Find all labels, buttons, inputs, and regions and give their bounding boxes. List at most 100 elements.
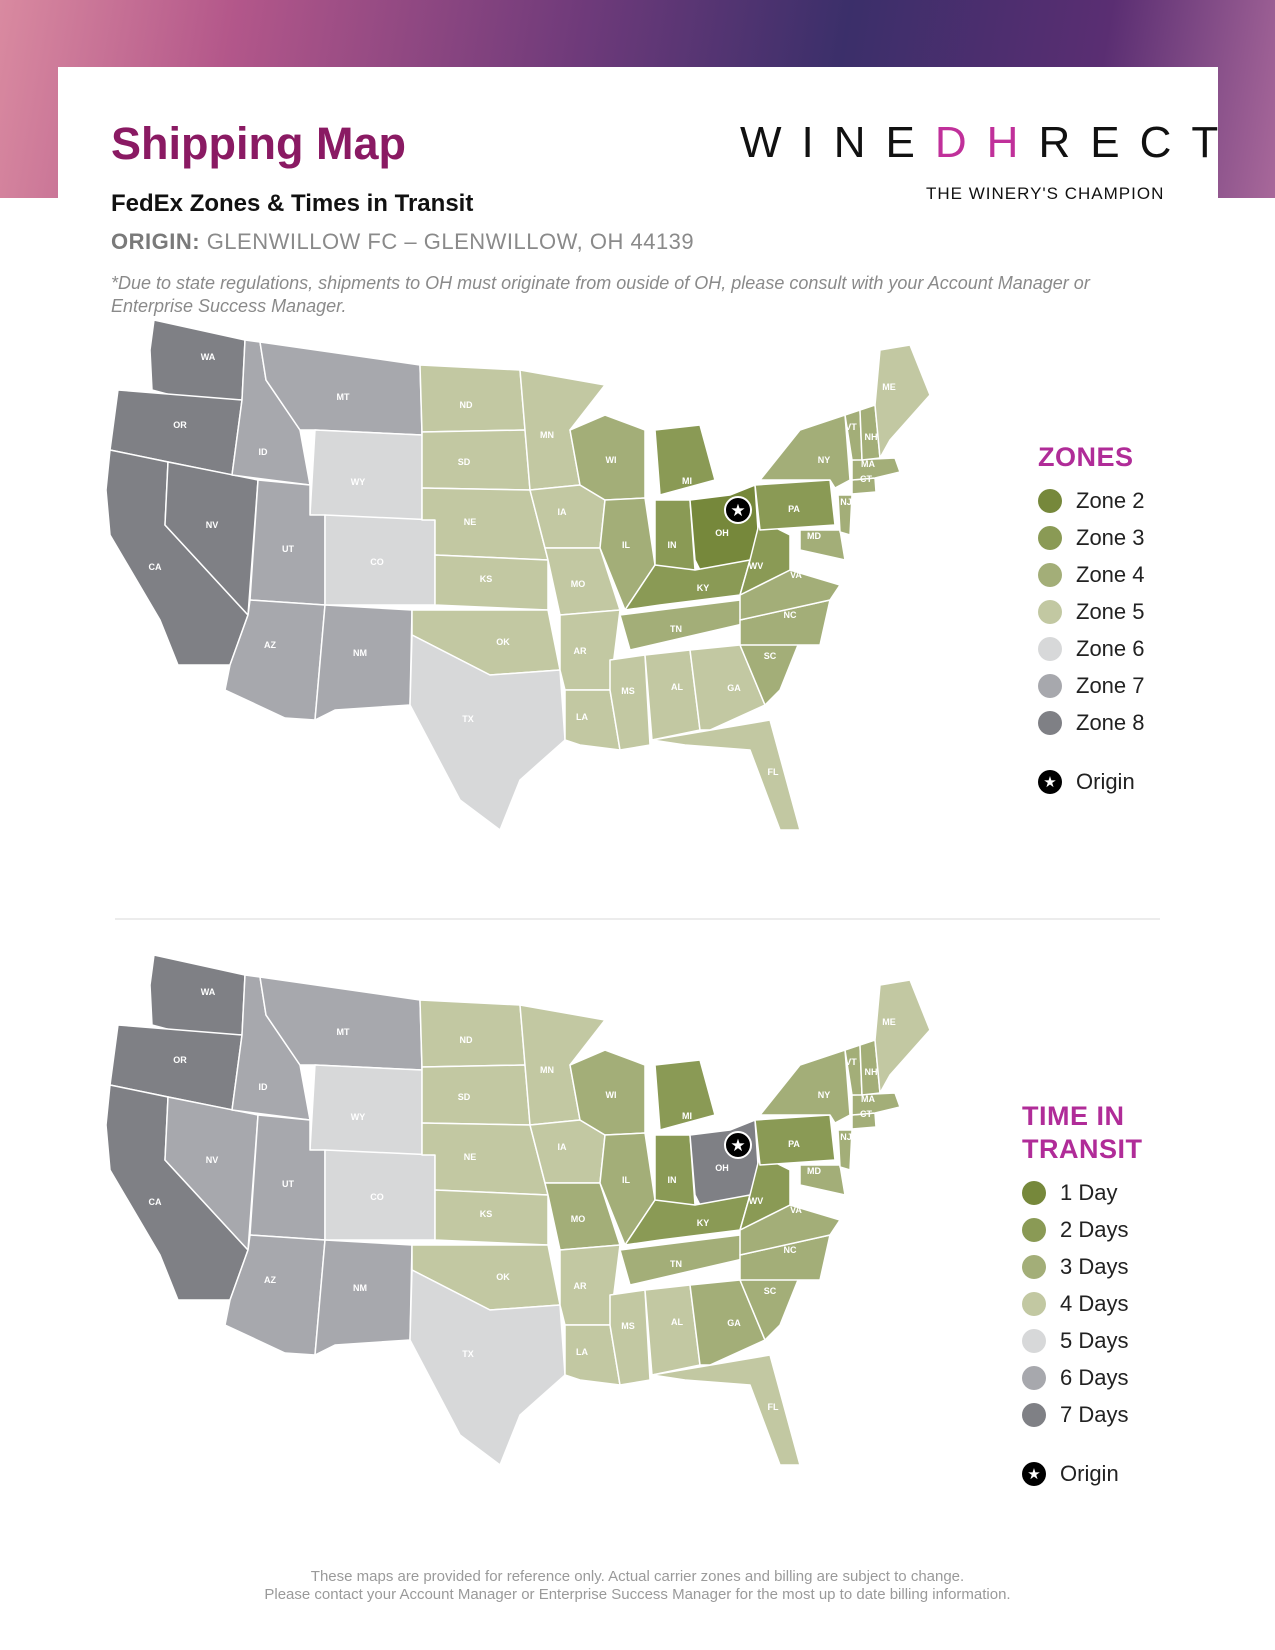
- logo-word-left: WINE: [740, 118, 935, 167]
- zones-state-label: NV: [206, 520, 219, 530]
- transit-state-label: ND: [460, 1035, 473, 1045]
- transit-legend-origin: ★ Origin: [1022, 1455, 1182, 1492]
- zones-state-label: MN: [540, 430, 554, 440]
- transit-state-label: VT: [845, 1057, 857, 1067]
- transit-map: WA OR CA NV ID MT WY UT AZ CO NM ND SD NE KS OK TX MN IA MO…: [105, 955, 931, 1466]
- star-icon: ★: [1038, 769, 1062, 794]
- transit-legend-item: 2 Days: [1022, 1211, 1182, 1248]
- zones-state-mi: [654, 424, 716, 496]
- transit-state-label: AL: [671, 1317, 683, 1327]
- zones-state-nd: [419, 364, 526, 433]
- zones-state-label: OR: [173, 420, 187, 430]
- transit-state-label: ID: [259, 1082, 269, 1092]
- logo-mark: DH: [934, 118, 1039, 167]
- transit-state-wy: [309, 1064, 423, 1156]
- zones-state-label: ND: [460, 400, 473, 410]
- legend-swatch: [1038, 488, 1062, 513]
- transit-state-mi: [654, 1059, 716, 1131]
- zones-state-ny: [759, 414, 851, 489]
- transit-state-label: MN: [540, 1065, 554, 1075]
- transit-state-label: WA: [201, 987, 216, 997]
- legend-label: Zone 7: [1076, 672, 1145, 698]
- transit-state-label: KY: [697, 1218, 710, 1228]
- section-divider: [115, 918, 1160, 920]
- legend-label: Zone 3: [1076, 524, 1145, 550]
- transit-state-label: NE: [464, 1152, 477, 1162]
- winedirect-logo: WINEDHRECT: [740, 118, 1238, 168]
- zones-state-label: UT: [282, 544, 294, 554]
- transit-state-label: AZ: [264, 1275, 276, 1285]
- transit-state-label: WY: [351, 1112, 366, 1122]
- zones-state-label: KS: [480, 574, 493, 584]
- legend-label: 5 Days: [1060, 1327, 1129, 1353]
- zones-state-label: AZ: [264, 640, 276, 650]
- zones-legend-item: Zone 6: [1038, 630, 1145, 667]
- transit-state-label: WI: [606, 1090, 617, 1100]
- transit-state-label: CO: [370, 1192, 384, 1202]
- legend-swatch: [1038, 673, 1062, 698]
- legend-label: 1 Day: [1060, 1179, 1118, 1205]
- zones-state-label: MT: [337, 392, 350, 402]
- zones-state-nj: [837, 494, 853, 536]
- transit-legend-item: 1 Day: [1022, 1174, 1182, 1211]
- transit-state-label: UT: [282, 1179, 294, 1189]
- zones-state-label: VA: [790, 570, 802, 580]
- transit-state-label: NV: [206, 1155, 219, 1165]
- zones-state-label: MI: [682, 476, 692, 486]
- zones-state-label: NJ: [840, 497, 852, 507]
- zones-state-label: WY: [351, 477, 366, 487]
- legend-swatch: [1022, 1254, 1046, 1279]
- origin-label: ORIGIN:: [111, 229, 201, 254]
- zones-state-label: IA: [558, 507, 568, 517]
- zones-state-ms: [609, 654, 651, 751]
- transit-legend-item: 4 Days: [1022, 1285, 1182, 1322]
- legend-swatch: [1022, 1217, 1046, 1242]
- legend-label: Zone 5: [1076, 598, 1145, 624]
- legend-swatch: [1038, 710, 1062, 735]
- transit-legend-item: 7 Days: [1022, 1396, 1182, 1433]
- transit-state-label: TX: [462, 1349, 474, 1359]
- zones-state-md: [799, 529, 846, 561]
- zones-legend-item: Zone 2: [1038, 482, 1145, 519]
- zones-origin-star-icon: ★: [724, 496, 752, 524]
- transit-state-ne: [421, 1122, 549, 1196]
- transit-legend-heading-line1: TIME IN: [1022, 1101, 1125, 1131]
- transit-legend-item: 3 Days: [1022, 1248, 1182, 1285]
- transit-state-label: MS: [621, 1321, 635, 1331]
- footer-disclaimer: These maps are provided for reference on…: [0, 1568, 1275, 1604]
- zones-state-ma: [851, 457, 901, 481]
- transit-origin-star-icon: ★: [724, 1131, 752, 1159]
- legend-swatch: [1038, 525, 1062, 550]
- transit-state-label: KS: [480, 1209, 493, 1219]
- logo-word-right: RECT: [1038, 118, 1239, 167]
- zones-legend: ZONES Zone 2 Zone 3 Zone 4 Zone 5 Zone 6 Zone…: [1038, 441, 1145, 800]
- zones-state-label: WI: [606, 455, 617, 465]
- zones-state-label: AL: [671, 682, 683, 692]
- transit-state-label: CA: [149, 1197, 162, 1207]
- transit-state-label: NC: [784, 1245, 797, 1255]
- zones-map: WA OR CA NV ID MT WY UT AZ CO NM ND SD NE KS OK TX MN IA MO…: [105, 320, 931, 831]
- zones-state-label: WA: [201, 352, 216, 362]
- zones-state-label: NC: [784, 610, 797, 620]
- zones-state-la: [564, 689, 621, 751]
- zones-state-label: VT: [845, 422, 857, 432]
- zones-state-label: CA: [149, 562, 162, 572]
- transit-state-az: [224, 1234, 326, 1356]
- zones-state-pa: [754, 479, 836, 531]
- zones-state-wa: [149, 320, 246, 401]
- zones-state-wv: [739, 519, 791, 596]
- zones-state-label: MS: [621, 686, 635, 696]
- origin-value: GLENWILLOW FC – GLENWILLOW, OH 44139: [206, 229, 695, 254]
- transit-state-wv: [739, 1154, 791, 1231]
- transit-state-tx: [409, 1269, 566, 1466]
- zones-state-label: NY: [818, 455, 831, 465]
- transit-state-ny: [759, 1049, 851, 1124]
- zones-state-label: TN: [670, 624, 682, 634]
- zones-state-nm: [314, 604, 413, 721]
- zones-state-az: [224, 599, 326, 721]
- transit-state-label: NY: [818, 1090, 831, 1100]
- regulation-note: *Due to state regulations, shipments to …: [111, 273, 1090, 316]
- zones-legend-origin: ★ Origin: [1038, 763, 1145, 800]
- transit-legend-item: 5 Days: [1022, 1322, 1182, 1359]
- transit-state-wa: [149, 955, 246, 1036]
